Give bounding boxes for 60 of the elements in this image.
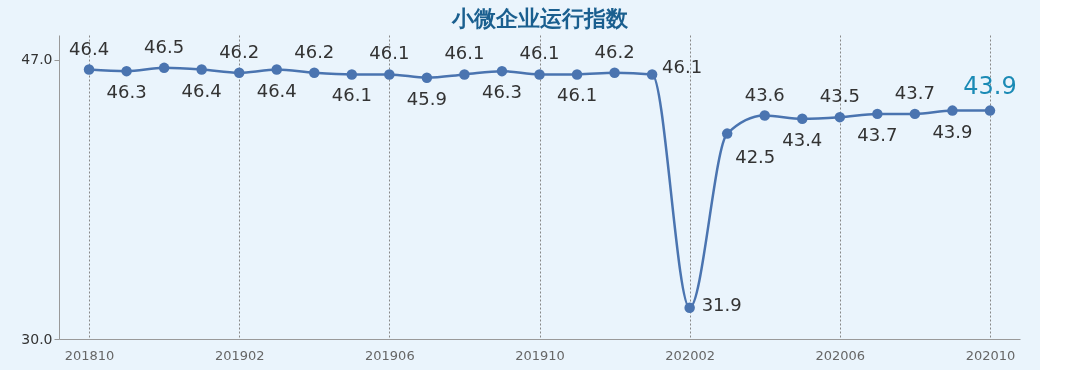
x-tick-label: 202006 [815, 347, 866, 363]
data-label: 46.1 [369, 42, 410, 64]
x-tick-label: 201902 [214, 347, 265, 363]
point [534, 69, 545, 80]
data-label: 43.6 [744, 83, 785, 105]
point [83, 64, 95, 75]
x-tick-label: 202002 [665, 347, 715, 363]
x-tick-label: 201810 [64, 347, 115, 363]
data-label: 45.9 [406, 87, 447, 109]
point [947, 105, 958, 116]
point [346, 69, 358, 80]
data-label: 46.3 [106, 81, 147, 103]
data-label: 43.9 [963, 71, 1017, 100]
data-label: 43.7 [857, 123, 898, 145]
data-label: 46.4 [68, 37, 110, 59]
point [797, 113, 808, 125]
point [721, 128, 733, 139]
point [909, 108, 921, 120]
data-label: 46.5 [144, 35, 185, 57]
point [309, 67, 320, 79]
data-label: 46.2 [594, 40, 635, 62]
x-tick-label: 202010 [965, 347, 1016, 363]
point [496, 65, 508, 77]
data-label: 46.3 [481, 81, 522, 103]
point [421, 72, 433, 83]
point [121, 65, 132, 77]
data-label: 42.5 [735, 145, 776, 167]
point [759, 110, 770, 121]
x-tick-label: 201906 [365, 347, 415, 363]
point [872, 108, 883, 120]
point [271, 64, 282, 75]
y-tick-label: 47.0 [21, 51, 53, 68]
data-label: 46.1 [444, 42, 485, 64]
data-label: 46.1 [557, 84, 598, 106]
data-label: 46.4 [256, 79, 297, 101]
point [984, 105, 996, 116]
point [158, 62, 170, 74]
data-label: 46.1 [331, 84, 372, 106]
point [684, 302, 695, 314]
data-label: 46.1 [662, 56, 703, 78]
data-label: 46.2 [294, 40, 335, 62]
point [646, 69, 658, 80]
point [233, 67, 245, 79]
data-label: 46.2 [219, 40, 260, 62]
point [384, 69, 395, 80]
point [834, 111, 846, 123]
point [571, 69, 583, 80]
point [609, 67, 620, 79]
data-label: 46.1 [519, 42, 560, 64]
data-label: 43.5 [819, 85, 860, 107]
point [196, 64, 207, 75]
chart-title: 小微企业运行指数 [450, 6, 629, 31]
x-tick-label: 201910 [515, 347, 565, 363]
y-tick-label: 30.0 [21, 330, 53, 347]
point [459, 69, 470, 80]
data-label: 43.9 [932, 120, 973, 142]
data-label: 31.9 [701, 293, 742, 315]
data-label: 46.4 [181, 79, 222, 101]
data-label: 43.7 [894, 81, 935, 103]
data-label: 43.4 [782, 128, 823, 150]
